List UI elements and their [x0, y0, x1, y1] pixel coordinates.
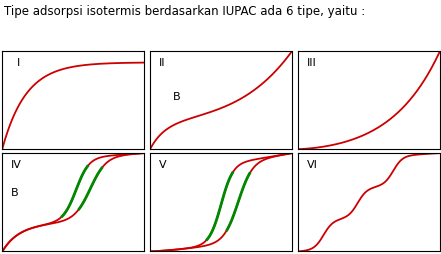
Text: I: I: [16, 58, 20, 68]
Text: Tipe adsorpsi isotermis berdasarkan IUPAC ada 6 tipe, yaitu :: Tipe adsorpsi isotermis berdasarkan IUPA…: [4, 5, 366, 18]
Text: VI: VI: [306, 160, 318, 170]
Text: II: II: [159, 58, 165, 68]
Text: V: V: [159, 160, 166, 170]
Text: B: B: [11, 188, 19, 198]
Text: III: III: [306, 58, 316, 68]
Text: B: B: [173, 92, 180, 102]
Text: IV: IV: [11, 160, 22, 170]
